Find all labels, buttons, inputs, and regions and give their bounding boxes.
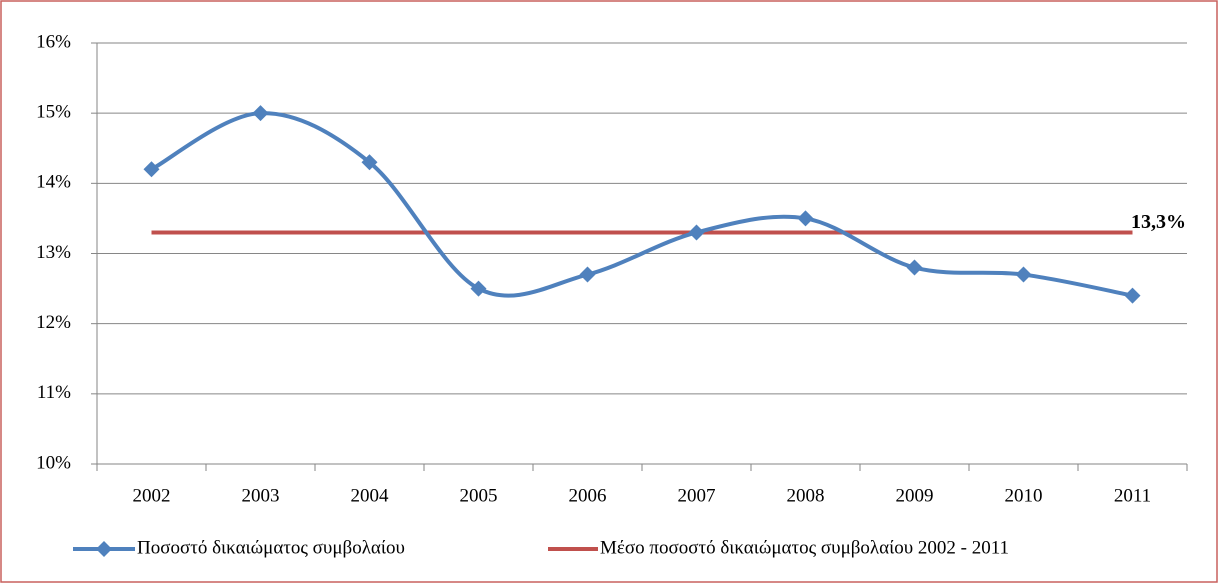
marker <box>688 224 705 241</box>
x-tick-label: 2009 <box>896 485 934 506</box>
y-tick-label: 13% <box>36 242 71 263</box>
marker <box>1015 266 1032 283</box>
legend-marker <box>96 541 112 557</box>
x-tick-label: 2008 <box>787 485 825 506</box>
marker <box>906 259 923 276</box>
legend-label: Μέσο ποσοστό δικαιώματος συμβολαίου 2002… <box>600 537 1009 558</box>
annotation: 13,3% <box>1131 211 1186 233</box>
x-tick-label: 2002 <box>133 485 171 506</box>
marker <box>797 210 814 227</box>
y-tick-label: 14% <box>36 172 71 193</box>
x-tick-label: 2011 <box>1114 485 1151 506</box>
marker <box>252 105 269 122</box>
marker <box>579 266 596 283</box>
marker <box>470 280 487 297</box>
marker <box>1124 287 1141 304</box>
y-tick-label: 15% <box>36 102 71 123</box>
x-tick-label: 2003 <box>242 485 280 506</box>
x-tick-label: 2006 <box>569 485 607 506</box>
x-tick-label: 2005 <box>460 485 498 506</box>
x-tick-label: 2007 <box>678 485 716 506</box>
y-tick-label: 12% <box>36 312 71 333</box>
legend-label: Ποσοστό δικαιώματος συμβολαίου <box>137 537 405 558</box>
y-tick-label: 10% <box>36 452 71 473</box>
x-tick-label: 2010 <box>1005 485 1043 506</box>
y-tick-label: 11% <box>37 382 71 403</box>
marker <box>143 161 160 178</box>
series-line <box>150 111 1133 298</box>
y-tick-label: 16% <box>36 31 71 52</box>
x-tick-label: 2004 <box>351 485 390 506</box>
marker <box>361 154 378 171</box>
